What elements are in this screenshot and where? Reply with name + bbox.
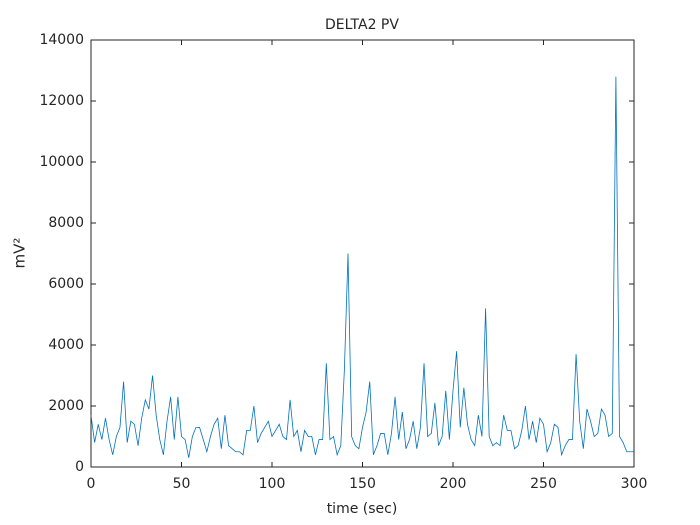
y-tick-label: 14000 <box>39 32 84 48</box>
x-tick-label: 100 <box>259 476 286 492</box>
y-tick-label: 12000 <box>39 93 84 109</box>
data-line <box>90 76 634 458</box>
y-tick-label: 8000 <box>48 215 84 231</box>
x-tick-label: 50 <box>173 476 191 492</box>
y-tick-label: 2000 <box>48 398 84 414</box>
y-tick-label: 6000 <box>48 276 84 292</box>
x-tick-label: 200 <box>440 476 467 492</box>
y-tick-label: 4000 <box>48 337 84 353</box>
x-tick-label: 250 <box>530 476 557 492</box>
x-axis-label: time (sec) <box>327 501 398 517</box>
y-tick-label: 10000 <box>39 154 84 170</box>
y-tick-label: 0 <box>75 459 84 475</box>
chart-title: DELTA2 PV <box>325 17 399 33</box>
x-tick-label: 150 <box>349 476 376 492</box>
x-tick-label: 300 <box>621 476 648 492</box>
y-axis-label: mV² <box>11 238 29 269</box>
plot-area <box>90 39 635 468</box>
x-tick-label: 0 <box>87 476 96 492</box>
